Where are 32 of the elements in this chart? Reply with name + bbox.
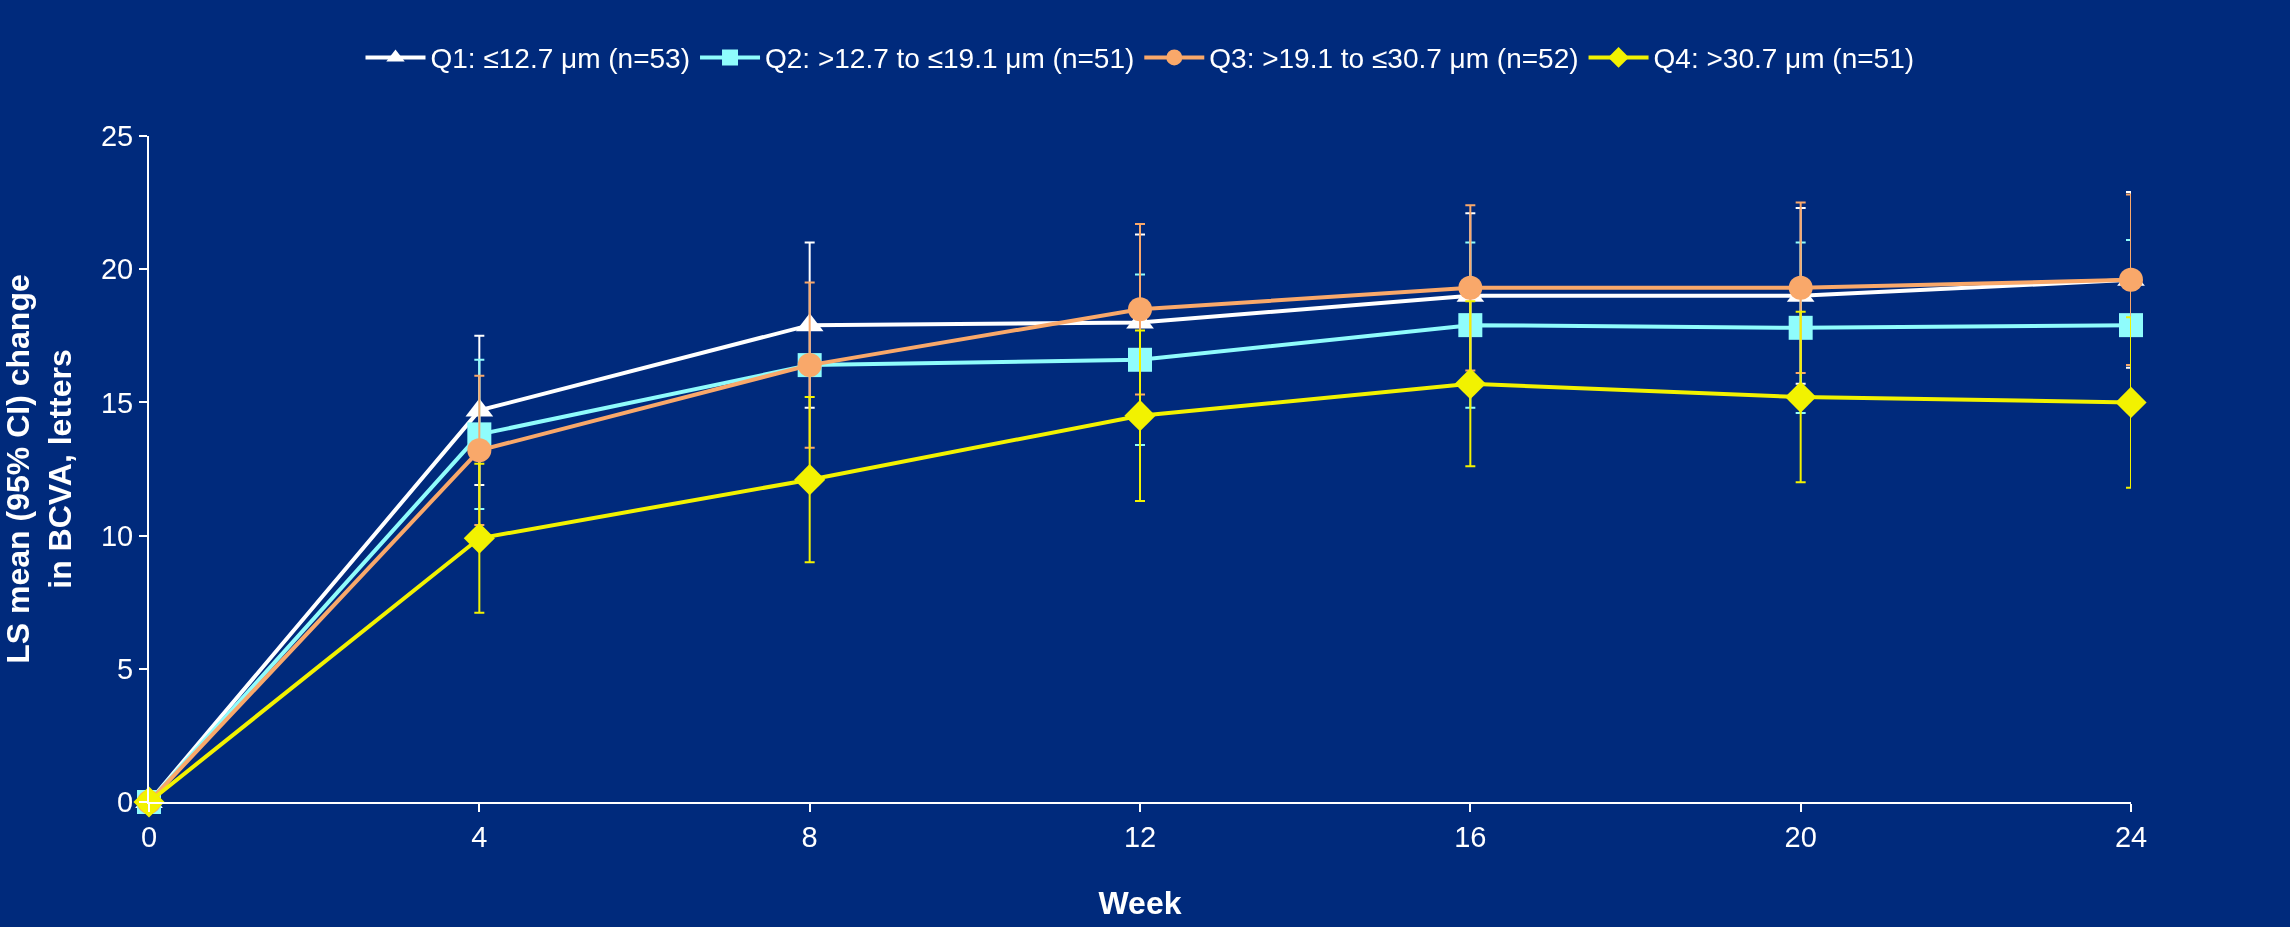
x-tick-label: 8 [801,820,818,853]
y-tick-label: 15 [100,386,134,419]
y-tick-label: 10 [100,519,134,552]
x-tick-label: 12 [1123,820,1157,853]
y-axis-title: LS mean (95% CI) change in BCVA, letters [0,274,78,664]
legend-label: Q1: ≤12.7 μm (n=53) [430,43,691,75]
x-tick-label: 4 [471,820,488,853]
point [2119,267,2143,292]
x-tick-label: 24 [2114,820,2148,853]
x-axis-title: Week [1098,885,1182,922]
point [463,522,495,554]
point [794,464,826,496]
point [1788,275,1813,300]
y-tick-label: 0 [117,786,134,819]
point [1458,275,1483,300]
point [1454,368,1486,400]
legend-label: Q3: >19.1 to ≤30.7 μm (n=52) [1209,43,1579,75]
point [1788,315,1813,340]
point [1458,313,1483,338]
y-tick-label: 5 [117,652,134,685]
point [467,438,492,463]
point [2115,386,2147,418]
x-tick-label: 20 [1784,820,1817,853]
legend-label: Q2: >12.7 to ≤19.1 μm (n=51) [765,43,1135,75]
legend-label: Q4: >30.7 μm (n=51) [1653,43,1915,75]
x-tick-label: 16 [1454,820,1487,853]
x-tick-label: 0 [140,820,158,853]
y-tick-label: 20 [100,253,134,286]
point [2119,313,2143,338]
y-tick-label: 25 [100,120,134,153]
point [1785,381,1817,413]
point [1124,400,1156,432]
